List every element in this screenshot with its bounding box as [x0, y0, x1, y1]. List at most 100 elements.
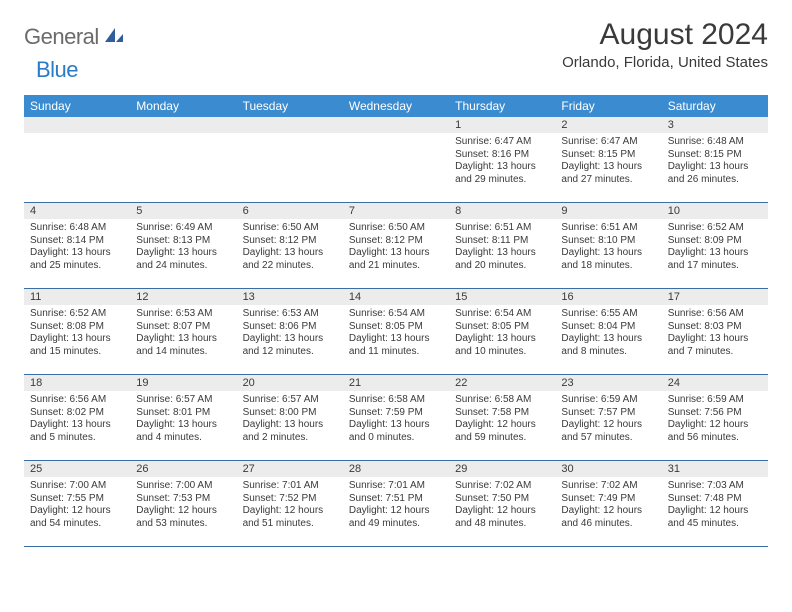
calendar-cell: 5Sunrise: 6:49 AMSunset: 8:13 PMDaylight…: [130, 203, 236, 289]
cell-body: Sunrise: 6:57 AMSunset: 8:00 PMDaylight:…: [237, 391, 343, 444]
sunset-text: Sunset: 8:12 PM: [349, 235, 443, 248]
day-header: Wednesday: [343, 95, 449, 117]
month-title: August 2024: [562, 18, 768, 52]
calendar-cell: 8Sunrise: 6:51 AMSunset: 8:11 PMDaylight…: [449, 203, 555, 289]
day-number: 31: [662, 461, 768, 477]
day-number: 28: [343, 461, 449, 477]
daylight-text: Daylight: 13 hours and 12 minutes.: [243, 333, 337, 358]
day-header: Tuesday: [237, 95, 343, 117]
calendar-cell-empty: [343, 117, 449, 203]
daylight-text: Daylight: 13 hours and 25 minutes.: [30, 247, 124, 272]
day-number: 8: [449, 203, 555, 219]
day-number: 2: [555, 117, 661, 133]
calendar-cell: 14Sunrise: 6:54 AMSunset: 8:05 PMDayligh…: [343, 289, 449, 375]
day-number: 29: [449, 461, 555, 477]
day-number: [130, 117, 236, 133]
calendar-cell: 15Sunrise: 6:54 AMSunset: 8:05 PMDayligh…: [449, 289, 555, 375]
daylight-text: Daylight: 13 hours and 10 minutes.: [455, 333, 549, 358]
calendar-cell: 7Sunrise: 6:50 AMSunset: 8:12 PMDaylight…: [343, 203, 449, 289]
cell-body: Sunrise: 6:54 AMSunset: 8:05 PMDaylight:…: [343, 305, 449, 358]
cell-body: Sunrise: 7:00 AMSunset: 7:55 PMDaylight:…: [24, 477, 130, 530]
sunrise-text: Sunrise: 6:54 AM: [455, 308, 549, 321]
sunset-text: Sunset: 7:48 PM: [668, 493, 762, 506]
sunrise-text: Sunrise: 6:52 AM: [30, 308, 124, 321]
sunrise-text: Sunrise: 6:51 AM: [561, 222, 655, 235]
calendar-cell: 25Sunrise: 7:00 AMSunset: 7:55 PMDayligh…: [24, 461, 130, 547]
day-header: Sunday: [24, 95, 130, 117]
sunrise-text: Sunrise: 7:02 AM: [455, 480, 549, 493]
sunrise-text: Sunrise: 7:03 AM: [668, 480, 762, 493]
calendar-cell: 27Sunrise: 7:01 AMSunset: 7:52 PMDayligh…: [237, 461, 343, 547]
day-number: 6: [237, 203, 343, 219]
sunrise-text: Sunrise: 6:59 AM: [561, 394, 655, 407]
calendar-cell: 26Sunrise: 7:00 AMSunset: 7:53 PMDayligh…: [130, 461, 236, 547]
sunrise-text: Sunrise: 6:55 AM: [561, 308, 655, 321]
day-number: 9: [555, 203, 661, 219]
calendar-cell: 13Sunrise: 6:53 AMSunset: 8:06 PMDayligh…: [237, 289, 343, 375]
daylight-text: Daylight: 13 hours and 17 minutes.: [668, 247, 762, 272]
calendar-cell-empty: [24, 117, 130, 203]
sunset-text: Sunset: 8:16 PM: [455, 149, 549, 162]
daylight-text: Daylight: 13 hours and 4 minutes.: [136, 419, 230, 444]
sunrise-text: Sunrise: 6:50 AM: [243, 222, 337, 235]
sunset-text: Sunset: 8:08 PM: [30, 321, 124, 334]
day-number: 10: [662, 203, 768, 219]
daylight-text: Daylight: 13 hours and 20 minutes.: [455, 247, 549, 272]
cell-body: Sunrise: 6:59 AMSunset: 7:57 PMDaylight:…: [555, 391, 661, 444]
sunrise-text: Sunrise: 6:47 AM: [455, 136, 549, 149]
sunset-text: Sunset: 7:58 PM: [455, 407, 549, 420]
calendar-cell-empty: [237, 117, 343, 203]
calendar-cell: 2Sunrise: 6:47 AMSunset: 8:15 PMDaylight…: [555, 117, 661, 203]
cell-body: Sunrise: 6:50 AMSunset: 8:12 PMDaylight:…: [237, 219, 343, 272]
day-number: 17: [662, 289, 768, 305]
daylight-text: Daylight: 13 hours and 27 minutes.: [561, 161, 655, 186]
calendar-cell: 29Sunrise: 7:02 AMSunset: 7:50 PMDayligh…: [449, 461, 555, 547]
calendar-cell: 22Sunrise: 6:58 AMSunset: 7:58 PMDayligh…: [449, 375, 555, 461]
brand-logo: General: [24, 18, 127, 50]
day-number: [343, 117, 449, 133]
daylight-text: Daylight: 12 hours and 56 minutes.: [668, 419, 762, 444]
sunrise-text: Sunrise: 6:52 AM: [668, 222, 762, 235]
day-header: Monday: [130, 95, 236, 117]
day-number: 23: [555, 375, 661, 391]
sunrise-text: Sunrise: 6:50 AM: [349, 222, 443, 235]
calendar-cell: 3Sunrise: 6:48 AMSunset: 8:15 PMDaylight…: [662, 117, 768, 203]
sunrise-text: Sunrise: 6:51 AM: [455, 222, 549, 235]
day-number: 13: [237, 289, 343, 305]
sunrise-text: Sunrise: 7:00 AM: [136, 480, 230, 493]
day-number: 4: [24, 203, 130, 219]
sunset-text: Sunset: 8:00 PM: [243, 407, 337, 420]
sunrise-text: Sunrise: 7:01 AM: [243, 480, 337, 493]
daylight-text: Daylight: 12 hours and 49 minutes.: [349, 505, 443, 530]
daylight-text: Daylight: 13 hours and 2 minutes.: [243, 419, 337, 444]
day-number: 30: [555, 461, 661, 477]
calendar-cell: 30Sunrise: 7:02 AMSunset: 7:49 PMDayligh…: [555, 461, 661, 547]
daylight-text: Daylight: 12 hours and 53 minutes.: [136, 505, 230, 530]
brand-general: General: [24, 24, 99, 50]
sunrise-text: Sunrise: 6:57 AM: [136, 394, 230, 407]
daylight-text: Daylight: 12 hours and 54 minutes.: [30, 505, 124, 530]
day-number: 18: [24, 375, 130, 391]
daylight-text: Daylight: 13 hours and 22 minutes.: [243, 247, 337, 272]
cell-body: Sunrise: 6:56 AMSunset: 8:03 PMDaylight:…: [662, 305, 768, 358]
sunset-text: Sunset: 7:57 PM: [561, 407, 655, 420]
cell-body: Sunrise: 7:02 AMSunset: 7:50 PMDaylight:…: [449, 477, 555, 530]
calendar-cell: 20Sunrise: 6:57 AMSunset: 8:00 PMDayligh…: [237, 375, 343, 461]
calendar-page: General August 2024 Orlando, Florida, Un…: [0, 0, 792, 563]
sunset-text: Sunset: 7:52 PM: [243, 493, 337, 506]
sunset-text: Sunset: 7:55 PM: [30, 493, 124, 506]
daylight-text: Daylight: 13 hours and 18 minutes.: [561, 247, 655, 272]
day-number: 22: [449, 375, 555, 391]
sunset-text: Sunset: 8:09 PM: [668, 235, 762, 248]
daylight-text: Daylight: 12 hours and 48 minutes.: [455, 505, 549, 530]
cell-body: Sunrise: 6:59 AMSunset: 7:56 PMDaylight:…: [662, 391, 768, 444]
daylight-text: Daylight: 12 hours and 57 minutes.: [561, 419, 655, 444]
cell-body: Sunrise: 6:48 AMSunset: 8:15 PMDaylight:…: [662, 133, 768, 186]
daylight-text: Daylight: 13 hours and 7 minutes.: [668, 333, 762, 358]
sunset-text: Sunset: 7:53 PM: [136, 493, 230, 506]
daylight-text: Daylight: 12 hours and 59 minutes.: [455, 419, 549, 444]
cell-body: Sunrise: 7:01 AMSunset: 7:51 PMDaylight:…: [343, 477, 449, 530]
sunset-text: Sunset: 8:04 PM: [561, 321, 655, 334]
cell-body: Sunrise: 6:55 AMSunset: 8:04 PMDaylight:…: [555, 305, 661, 358]
cell-body: Sunrise: 6:47 AMSunset: 8:16 PMDaylight:…: [449, 133, 555, 186]
